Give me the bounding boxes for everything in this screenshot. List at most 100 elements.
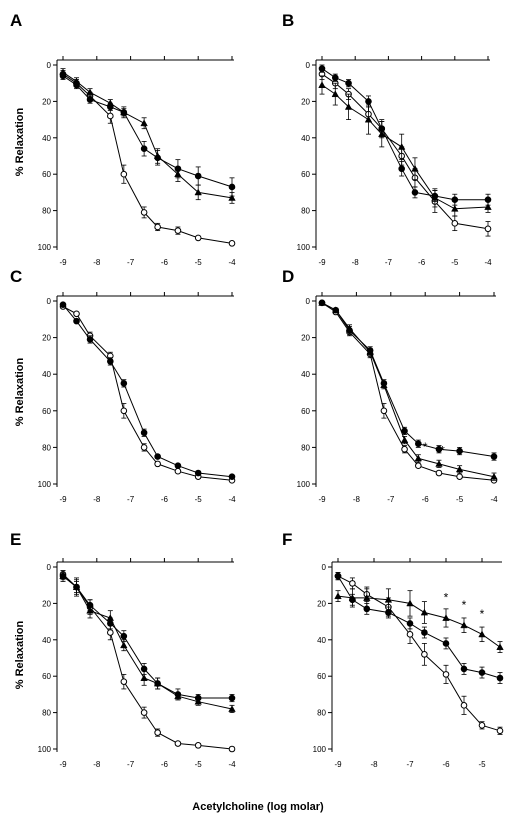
panel-e-x-tick-label: -8 [93, 760, 101, 769]
panel-e-series-filled-circle-line [62, 575, 232, 699]
panel-e-series-open-circle-point [174, 740, 182, 747]
panel-c-x-tick-label: -6 [161, 495, 169, 504]
panel-f-series-filled-circle-line [337, 575, 501, 679]
panel-e-series-filled-triangle-point [174, 692, 182, 700]
panel-e-series-filled-triangle-point [228, 705, 236, 712]
panel-f-series-filled-triangle-point [496, 643, 504, 650]
panel-e-series-open-circle-point [194, 742, 202, 749]
panel-e-y-axis-label: % Relaxation [14, 620, 26, 689]
panel-d: D 0 20 40 60 80 100 -9 -8 -7 -6 -5 -4 * * * * [282, 267, 498, 504]
panel-e-series-filled-triangle-point [194, 697, 202, 705]
panel-c-series-open-circle-point [174, 467, 182, 475]
panel-e-series-open-circle-point [140, 709, 148, 716]
panel-a-letter: A [10, 11, 22, 30]
panel-b-series-open-circle-point [484, 225, 492, 233]
panel-c-series-open-circle-point [154, 460, 161, 468]
panel-d-x-tick-label: -5 [456, 495, 464, 504]
panel-a-y-tick-label: 100 [38, 243, 52, 252]
panel-a-series-filled-triangle-point [140, 119, 148, 127]
panel-a-series-filled-triangle-point [72, 77, 81, 85]
panel-c-x-tick-label: -5 [195, 495, 203, 504]
panel-a-series-open-circle-point [140, 209, 148, 216]
panel-d-significance-star: * [440, 444, 445, 458]
panel-b-x-tick-label: -7 [385, 258, 393, 267]
panel-d-y-tick-label: 0 [306, 297, 311, 306]
panel-c-series-filled-circle-line [62, 304, 233, 478]
panel-b-y-tick-label: 40 [301, 134, 310, 143]
panel-e-series-filled-triangle-point [106, 614, 115, 621]
panel-b-x-tick-label: -8 [352, 258, 360, 267]
panel-f-series-open-circle-line [337, 575, 501, 732]
panel-a-series-open-circle-point [228, 240, 236, 247]
panel-f-series-filled-triangle-point [348, 594, 357, 601]
panel-c-y-tick-label: 0 [47, 297, 52, 306]
panel-b-series-filled-triangle-point [411, 164, 419, 172]
panel-e-series-open-circle-point [120, 678, 128, 685]
panel-f-series-filled-circle-point [442, 640, 450, 647]
panel-f-series-filled-triangle-point [384, 595, 393, 603]
panel-f-series-filled-circle-point [334, 572, 342, 580]
panel-d-x-tick-label: -4 [490, 495, 498, 504]
x-axis-label: Acetylcholine (log molar) [192, 801, 324, 813]
panel-c-series-filled-circle-point [194, 469, 202, 477]
panel-a-x-tick-label: -5 [195, 258, 203, 267]
panel-b-series-filled-triangle-point [397, 143, 406, 150]
panel-e-y-tick-label: 100 [38, 745, 52, 754]
panel-f-series-filled-triangle-point [363, 594, 371, 601]
panel-b-series-filled-triangle-point [378, 130, 386, 138]
panel-a-series-filled-circle-line [62, 75, 233, 188]
panel-c-x-tick-label: -4 [228, 495, 236, 504]
panel-a-series-open-circle-point [154, 223, 161, 231]
panel-b-x-tick-label: -4 [484, 258, 492, 267]
panel-d-series-open-circle-point [456, 473, 463, 480]
panel-f-series-open-circle-point [421, 651, 428, 658]
panel-b-series-filled-circle-point [365, 98, 372, 105]
panel-d-series-filled-triangle-point [455, 465, 464, 473]
panel-b-x-tick-label: -5 [451, 258, 459, 267]
panel-c-series-filled-circle-point [120, 380, 128, 387]
panel-f-series-filled-circle-point [406, 620, 414, 627]
panel-e-x-tick-label: -5 [195, 760, 203, 769]
panel-d-y-tick-label: 40 [301, 370, 310, 379]
panel-a-y-axis-label: % Relaxation [14, 107, 26, 176]
panel-a-y-tick-label: 80 [42, 207, 51, 216]
panel-f-x-tick-label: -9 [334, 760, 342, 769]
panel-f-series-filled-triangle-line [337, 595, 501, 648]
panel-b-series-filled-triangle-line [321, 84, 489, 210]
panel-a-series-open-circle-point [107, 112, 114, 120]
panel-c-letter: C [10, 267, 22, 286]
panel-e-x-tick-label: -9 [59, 760, 67, 769]
panel-c-series-open-circle-point [140, 444, 148, 451]
panel-e-series-filled-circle-point [228, 694, 236, 702]
panel-a-series-filled-circle-point [228, 183, 236, 191]
panel-f-x-tick-label: -5 [478, 760, 486, 769]
panel-a-series-filled-circle-point [194, 172, 202, 180]
panel-f-series-open-circle-point [496, 727, 504, 735]
panel-f-significance-star: * [444, 591, 449, 605]
panel-d-series-open-circle-line [321, 302, 495, 481]
panel-f-series-filled-triangle-point [460, 621, 468, 629]
panel-e-series-filled-triangle-point [153, 679, 162, 687]
panel-c-series-filled-circle-point [228, 473, 236, 480]
panel-e-series-filled-triangle-point [59, 572, 67, 579]
panel-f-series-open-circle-point [349, 580, 356, 587]
panel-f-y-tick-label: 60 [317, 672, 326, 681]
panel-e-series-filled-triangle-point [140, 674, 148, 681]
panel-f-series-open-circle-point [478, 722, 486, 729]
panel-d-x-tick-label: -8 [353, 495, 361, 504]
panel-e: E % Relaxation 0 20 40 60 80 100 -9 -8 -7 -6 -5 -4 [10, 530, 236, 769]
panel-c-y-tick-label: 40 [42, 370, 51, 379]
panel-f-series-filled-triangle-point [442, 614, 450, 621]
panel-f-series-filled-circle-point [478, 669, 486, 676]
panel-d-series-filled-triangle-point [332, 306, 340, 314]
panel-d-series-filled-triangle-point [490, 472, 498, 480]
panel-f-letter: F [282, 530, 292, 549]
panel-d-x-tick-label: -6 [422, 495, 430, 504]
panel-e-series-open-circle-point [228, 745, 236, 753]
panel-b-series-open-circle-point [451, 220, 459, 227]
panel-e-x-tick-label: -4 [228, 760, 236, 769]
panel-d-series-filled-triangle-point [400, 436, 409, 443]
panel-b-series-filled-triangle-point [318, 81, 326, 88]
panel-c-x-tick-label: -7 [127, 495, 135, 504]
panel-a-series-filled-triangle-point [86, 88, 94, 96]
